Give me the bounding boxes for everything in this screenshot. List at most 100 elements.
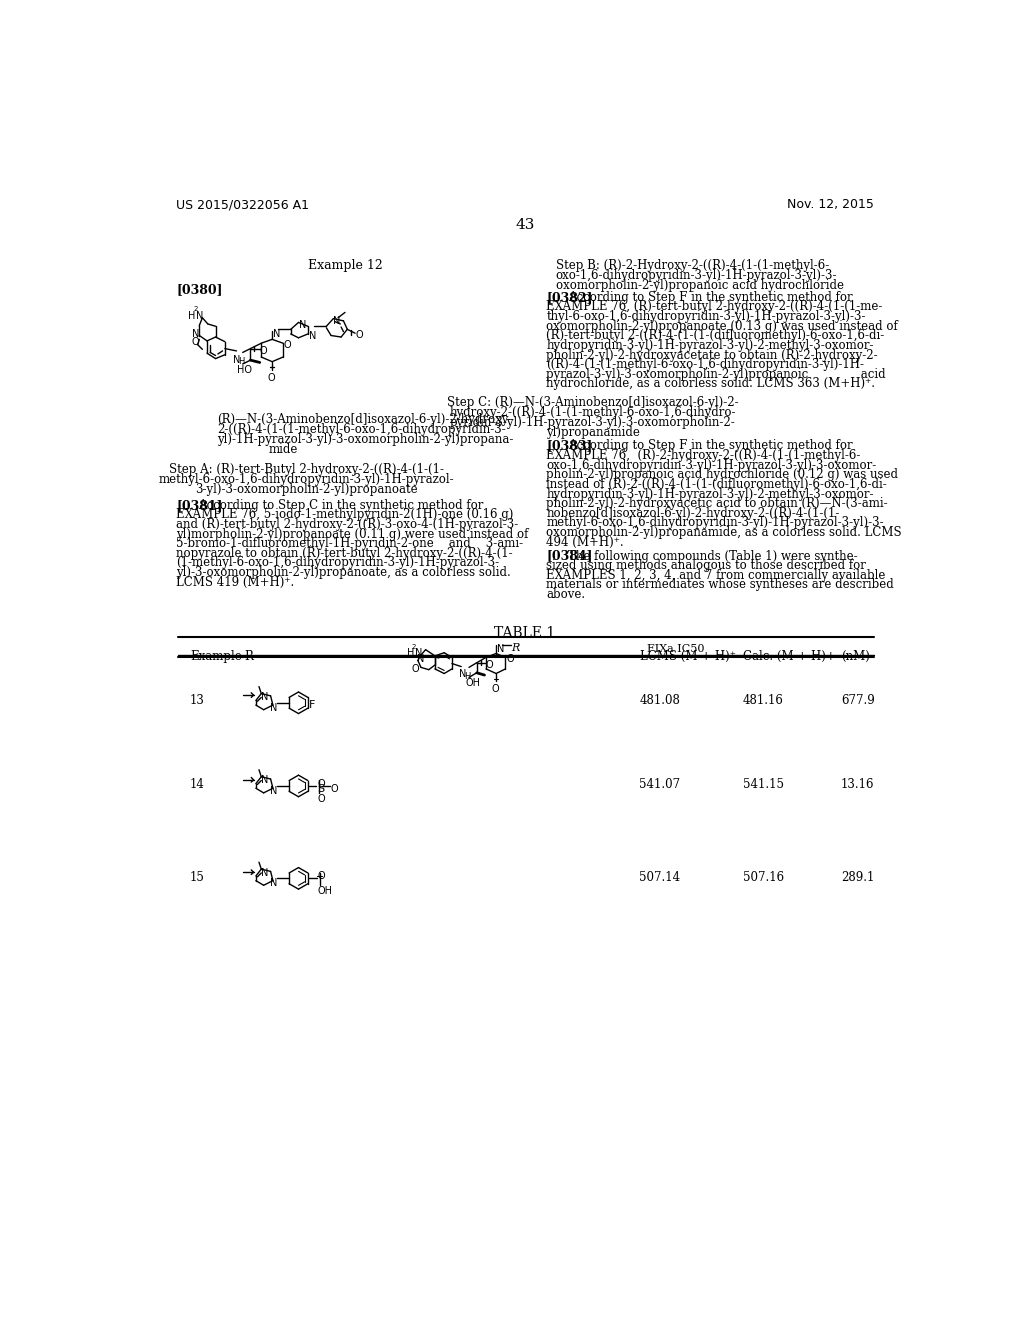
Text: N: N — [308, 331, 316, 341]
Text: 2-((R)-4-(1-(1-methyl-6-oxo-1,6-dihydropyridin-3-: 2-((R)-4-(1-(1-methyl-6-oxo-1,6-dihydrop… — [217, 422, 506, 436]
Text: materials or intermediates whose syntheses are described: materials or intermediates whose synthes… — [547, 578, 894, 591]
Text: (1-methyl-6-oxo-1,6-dihydropyridin-3-yl)-1H-pyrazol-3-: (1-methyl-6-oxo-1,6-dihydropyridin-3-yl)… — [176, 557, 499, 569]
Text: N: N — [417, 653, 425, 664]
Text: According to Step F in the synthetic method for: According to Step F in the synthetic met… — [568, 290, 853, 304]
Text: ((R)-4-(1-(1-methyl-6-oxo-1,6-dihydropyridin-3-yl)-1H-: ((R)-4-(1-(1-methyl-6-oxo-1,6-dihydropyr… — [547, 358, 864, 371]
Text: thyl-6-oxo-1,6-dihydropyridin-3-yl)-1H-pyrazol-3-yl)-3-: thyl-6-oxo-1,6-dihydropyridin-3-yl)-1H-p… — [547, 310, 866, 323]
Text: N: N — [261, 692, 268, 702]
Text: N: N — [270, 785, 278, 796]
Text: N: N — [415, 648, 422, 659]
Text: hydroxy-2-((R)-4-(1-(1-methyl-6-oxo-1,6-dihydro-: hydroxy-2-((R)-4-(1-(1-methyl-6-oxo-1,6-… — [450, 405, 736, 418]
Text: Nov. 12, 2015: Nov. 12, 2015 — [786, 198, 873, 211]
Text: 5-bromo-1-difluoromethyl-1H-pyridin-2-one    and    3-ami-: 5-bromo-1-difluoromethyl-1H-pyridin-2-on… — [176, 537, 523, 550]
Text: O: O — [260, 346, 267, 355]
Text: sized using methods analogous to those described for: sized using methods analogous to those d… — [547, 560, 866, 572]
Text: TABLE 1: TABLE 1 — [495, 626, 555, 640]
Text: oxo-1,6-dihydropyridin-3-yl)-1H-pyrazol-3-yl)-3-oxomor-: oxo-1,6-dihydropyridin-3-yl)-1H-pyrazol-… — [547, 459, 877, 471]
Text: US 2015/0322056 A1: US 2015/0322056 A1 — [176, 198, 309, 211]
Text: pyrazol-3-yl)-3-oxomorpholin-2-yl)propanoic              acid: pyrazol-3-yl)-3-oxomorpholin-2-yl)propan… — [547, 368, 886, 381]
Text: [0381]: [0381] — [176, 499, 222, 512]
Text: O: O — [485, 660, 493, 669]
Text: 289.1: 289.1 — [841, 871, 874, 883]
Text: N: N — [261, 867, 268, 878]
Text: O: O — [317, 793, 325, 804]
Text: O: O — [284, 341, 292, 350]
Text: 481.08: 481.08 — [640, 693, 680, 706]
Text: 507.16: 507.16 — [742, 871, 783, 883]
Text: OH: OH — [317, 886, 333, 896]
Text: oxo-1,6-dihydropyridin-3-yl)-1H-pyrazol-3-yl)-3-: oxo-1,6-dihydropyridin-3-yl)-1H-pyrazol-… — [556, 268, 838, 281]
Text: O: O — [506, 655, 514, 664]
Text: N: N — [270, 878, 278, 888]
Text: 2: 2 — [194, 306, 198, 313]
Text: 43: 43 — [515, 218, 535, 232]
Text: [0382]: [0382] — [547, 290, 593, 304]
Text: 13: 13 — [190, 693, 205, 706]
Text: N: N — [261, 775, 268, 785]
Text: Example: Example — [190, 649, 242, 663]
Text: R: R — [512, 643, 520, 652]
Text: 507.14: 507.14 — [640, 871, 681, 883]
Text: hydropyridin-3-yl)-1H-pyrazol-3-yl)-2-methyl-3-oxomor-: hydropyridin-3-yl)-1H-pyrazol-3-yl)-2-me… — [547, 339, 874, 352]
Text: LCMS 419 (M+H)⁺.: LCMS 419 (M+H)⁺. — [176, 576, 294, 589]
Text: N: N — [197, 312, 204, 321]
Text: O: O — [317, 779, 325, 789]
Text: O: O — [191, 337, 200, 347]
Text: H: H — [407, 648, 415, 659]
Text: F: F — [309, 701, 315, 710]
Text: N: N — [233, 355, 241, 364]
Text: According to Step C in the synthetic method for: According to Step C in the synthetic met… — [198, 499, 483, 512]
Text: S: S — [317, 784, 325, 793]
Text: nopyrazole to obtain (R)-tert-butyl 2-hydroxy-2-((R)-4-(1-: nopyrazole to obtain (R)-tert-butyl 2-hy… — [176, 546, 513, 560]
Text: (R)-tert-butyl 2-((R)-4-(1-(1-(difluoromethyl)-6-oxo-1,6-di-: (R)-tert-butyl 2-((R)-4-(1-(1-(difluorom… — [547, 330, 885, 342]
Text: and (R)-tert-butyl 2-hydroxy-2-((R)-3-oxo-4-(1H-pyrazol-3-: and (R)-tert-butyl 2-hydroxy-2-((R)-3-ox… — [176, 517, 518, 531]
Text: O: O — [492, 684, 499, 694]
Text: LCMS (M + H)⁺: LCMS (M + H)⁺ — [640, 649, 735, 663]
Text: FIXa IC50: FIXa IC50 — [647, 644, 705, 655]
Text: 481.16: 481.16 — [742, 693, 783, 706]
Text: 541.07: 541.07 — [640, 779, 681, 791]
Text: H: H — [464, 672, 471, 681]
Text: pyridin-3-yl)-1H-pyrazol-3-yl)-3-oxomorpholin-2-: pyridin-3-yl)-1H-pyrazol-3-yl)-3-oxomorp… — [451, 416, 736, 429]
Text: yl)propanamide: yl)propanamide — [546, 425, 640, 438]
Text: Step C: (R)—N-(3-Aminobenzo[d]isoxazol-6-yl)-2-: Step C: (R)—N-(3-Aminobenzo[d]isoxazol-6… — [447, 396, 738, 409]
Text: 15: 15 — [190, 871, 205, 883]
Text: pholin-2-yl)-2-hydroxyacetate to obtain (R)-2-hydroxy-2-: pholin-2-yl)-2-hydroxyacetate to obtain … — [547, 348, 879, 362]
Text: 13.16: 13.16 — [841, 779, 874, 791]
Text: instead of (R)-2-((R)-4-(1-(1-(difluoromethyl)-6-oxo-1,6-di-: instead of (R)-2-((R)-4-(1-(1-(difluorom… — [547, 478, 887, 491]
Text: above.: above. — [547, 589, 586, 601]
Text: Step A: (R)-tert-Butyl 2-hydroxy-2-((R)-4-(1-(1-: Step A: (R)-tert-Butyl 2-hydroxy-2-((R)-… — [169, 463, 443, 477]
Text: Step B: (R)-2-Hydroxy-2-((R)-4-(1-(1-methyl-6-: Step B: (R)-2-Hydroxy-2-((R)-4-(1-(1-met… — [556, 259, 829, 272]
Text: [0383]: [0383] — [547, 440, 593, 453]
Text: H: H — [188, 312, 196, 321]
Text: pholin-2-yl)propanoic acid hydrochloride (0.12 g) was used: pholin-2-yl)propanoic acid hydrochloride… — [547, 469, 898, 482]
Text: [0384]: [0384] — [547, 549, 593, 562]
Text: HO: HO — [238, 364, 252, 375]
Text: O: O — [331, 784, 338, 793]
Text: N: N — [333, 317, 340, 326]
Text: yl)-3-oxomorpholin-2-yl)propanoate, as a colorless solid.: yl)-3-oxomorpholin-2-yl)propanoate, as a… — [176, 566, 511, 579]
Text: hydrochloride, as a colorless solid. LCMS 363 (M+H)⁺.: hydrochloride, as a colorless solid. LCM… — [547, 378, 876, 391]
Text: oxomorpholin-2-yl)propanamide, as a colorless solid. LCMS: oxomorpholin-2-yl)propanamide, as a colo… — [547, 527, 902, 539]
Text: 14: 14 — [190, 779, 205, 791]
Text: N: N — [299, 321, 306, 330]
Text: OH: OH — [465, 678, 480, 688]
Text: EXAMPLE 76,  (R)-2-hydroxy-2-((R)-4-(1-(1-methyl-6-: EXAMPLE 76, (R)-2-hydroxy-2-((R)-4-(1-(1… — [547, 449, 861, 462]
Text: According to Step F in the synthetic method for: According to Step F in the synthetic met… — [568, 440, 853, 453]
Text: (R)—N-(3-Aminobenzo[d]isoxazol-6-yl)-2-hydroxy-: (R)—N-(3-Aminobenzo[d]isoxazol-6-yl)-2-h… — [217, 412, 512, 425]
Text: yl)morpholin-2-yl)propanoate (0.11 g) were used instead of: yl)morpholin-2-yl)propanoate (0.11 g) we… — [176, 528, 528, 541]
Text: N: N — [270, 702, 278, 713]
Text: 3-yl)-3-oxomorpholin-2-yl)propanoate: 3-yl)-3-oxomorpholin-2-yl)propanoate — [195, 483, 418, 496]
Text: Calc. (M + H)+: Calc. (M + H)+ — [742, 649, 836, 663]
Text: yl)-1H-pyrazol-3-yl)-3-oxomorpholin-2-yl)propana-: yl)-1H-pyrazol-3-yl)-3-oxomorpholin-2-yl… — [217, 433, 513, 446]
Text: O: O — [356, 330, 364, 341]
Text: EXAMPLE 76, (R)-tert-butyl 2-hydroxy-2-((R)-4-(1-(1-me-: EXAMPLE 76, (R)-tert-butyl 2-hydroxy-2-(… — [547, 301, 883, 313]
Text: nobenzo[d]isoxazol-6-yl)-2-hydroxy-2-((R)-4-(1-(1-: nobenzo[d]isoxazol-6-yl)-2-hydroxy-2-((R… — [547, 507, 840, 520]
Text: hydropyridin-3-yl)-1H-pyrazol-3-yl)-2-methyl-3-oxomor-: hydropyridin-3-yl)-1H-pyrazol-3-yl)-2-me… — [547, 487, 874, 500]
Text: [0380]: [0380] — [176, 284, 222, 296]
Text: oxomorpholin-2-yl)propanoate (0.13 g) was used instead of: oxomorpholin-2-yl)propanoate (0.13 g) wa… — [547, 319, 898, 333]
Text: H: H — [238, 358, 245, 366]
Text: O: O — [317, 871, 325, 882]
Text: N: N — [497, 644, 504, 653]
Text: methyl-6-oxo-1,6-dihydropyridin-3-yl)-1H-pyrazol-3-yl)-3-: methyl-6-oxo-1,6-dihydropyridin-3-yl)-1H… — [547, 516, 884, 529]
